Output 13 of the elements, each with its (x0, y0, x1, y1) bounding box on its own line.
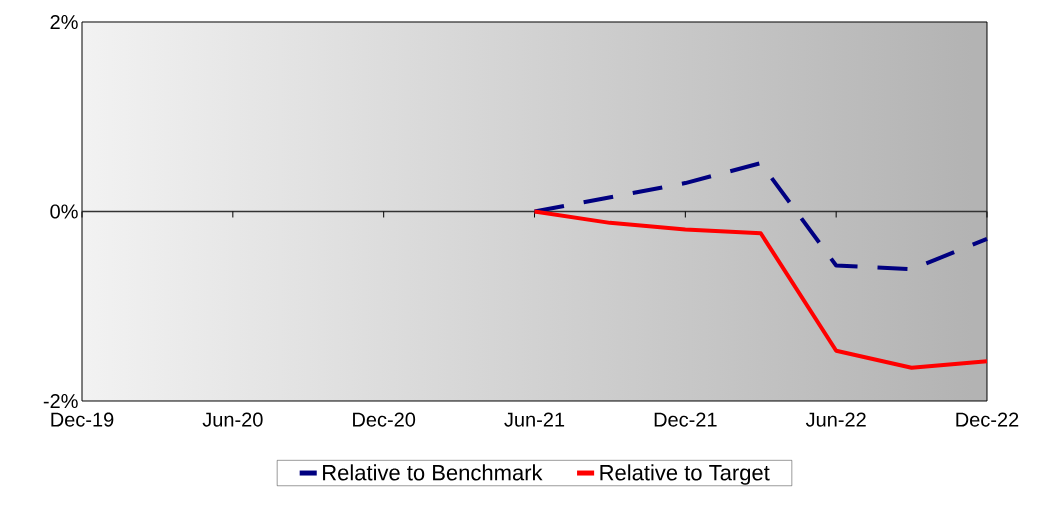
legend-label: Relative to Target (600, 464, 770, 485)
x-tick-label: Jun-22 (805, 412, 866, 427)
x-tick-label: Dec-22 (956, 412, 1019, 427)
legend-label: Relative to Benchmark (323, 464, 543, 481)
x-tick-label: Dec-20 (353, 412, 416, 427)
x-tick-label: Dec-19 (51, 412, 114, 427)
y-tick-label: 0% (50, 204, 78, 219)
x-tick-label: Dec-21 (654, 412, 717, 427)
y-tick-label: 2% (50, 14, 78, 30)
y-tick-label: -2% (43, 393, 78, 409)
line-series (532, 209, 989, 370)
x-tick-label: Jun-21 (504, 412, 565, 427)
x-tick-label: Jun-20 (202, 412, 263, 427)
